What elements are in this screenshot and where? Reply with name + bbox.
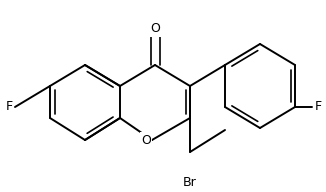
Text: O: O bbox=[150, 22, 160, 36]
Text: Br: Br bbox=[183, 176, 197, 189]
Text: O: O bbox=[141, 133, 151, 146]
Text: F: F bbox=[6, 100, 13, 113]
Text: F: F bbox=[315, 100, 322, 113]
